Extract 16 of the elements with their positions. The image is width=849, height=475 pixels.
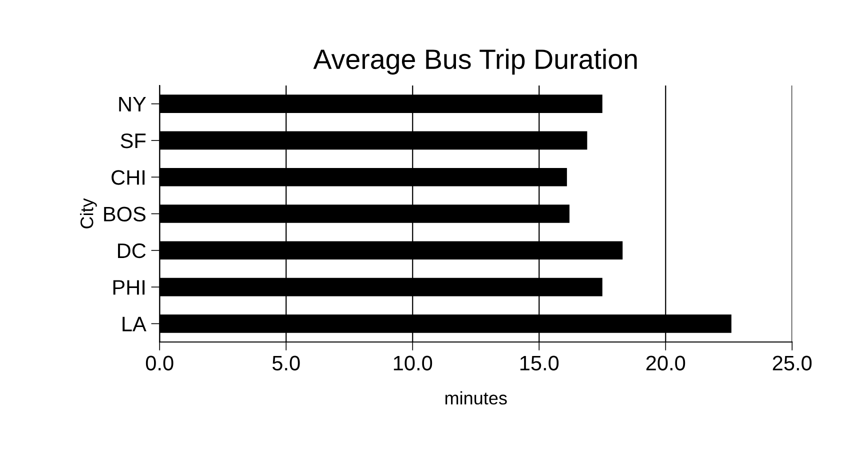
x-tick-label: 15.0 [520,356,559,370]
y-tick-label: SF [120,133,146,148]
x-axis-title: minutes [445,391,507,405]
y-tick-label: PHI [113,280,144,295]
y-tick-label: LA [122,316,146,332]
x-tick-label: 10.0 [394,356,432,370]
x-tick-label: 0.0 [146,356,174,370]
y-tick-label: BOS [104,206,146,222]
y-tick-label: NY [119,97,146,112]
x-tick-label: 25.0 [772,356,812,370]
y-axis-title: City [80,198,97,228]
y-tick-label: DC [118,243,146,258]
chart-title: Average Bus Trip Duration [313,48,637,75]
x-tick-label: 20.0 [646,356,686,370]
x-tick-label: 5.0 [272,356,300,370]
y-tick-label: CHI [112,170,144,185]
